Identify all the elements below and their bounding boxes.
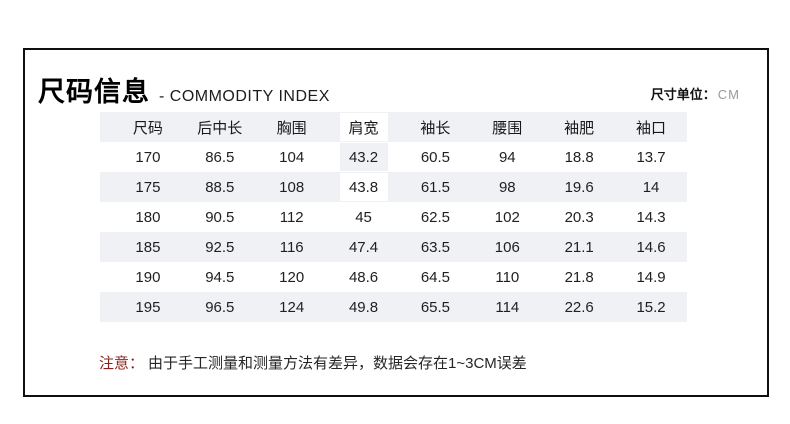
table-row: 190 94.5 120 48.6 64.5 110 21.8 14.9 xyxy=(100,262,687,292)
table-cell: 13.7 xyxy=(636,148,666,166)
highlight-box: 43.8 xyxy=(339,173,388,201)
table-cell: 21.1 xyxy=(564,238,594,256)
highlight-box: 肩宽 xyxy=(339,113,388,141)
table-cell: 96.5 xyxy=(205,298,235,316)
highlight-box: 43.2 xyxy=(339,143,388,171)
header-cell: 袖肥 xyxy=(564,119,595,137)
table-cell: 110 xyxy=(495,268,520,286)
table-cell: 86.5 xyxy=(205,148,235,166)
table-row: 180 90.5 112 45 62.5 102 20.3 14.3 xyxy=(100,202,687,232)
unit-value: CM xyxy=(717,87,740,102)
table-cell: 43.2 xyxy=(328,142,400,172)
note-label: 注意： xyxy=(99,355,145,372)
table-cell: 62.5 xyxy=(420,208,451,226)
table-cell: 112 xyxy=(279,208,304,226)
table-cell: 45 xyxy=(355,208,372,226)
table-cell: 14.6 xyxy=(636,238,666,256)
unit-indicator: 尺寸单位： CM xyxy=(651,84,740,103)
header-cell: 袖长 xyxy=(420,119,451,137)
table-cell: 60.5 xyxy=(420,148,451,166)
table-cell: 92.5 xyxy=(205,238,235,256)
table-cell: 14 xyxy=(642,178,660,196)
table-cell: 48.6 xyxy=(348,268,379,286)
table-cell: 18.8 xyxy=(564,148,594,166)
table-row: 175 88.5 108 43.8 61.5 98 19.6 14 xyxy=(100,172,687,202)
table-cell: 14.9 xyxy=(636,268,666,286)
table-cell: 170 xyxy=(135,148,161,166)
measurement-note: 注意： 由于手工测量和测量方法有差异，数据会存在1~3CM误差 xyxy=(99,352,527,373)
table-cell: 190 xyxy=(135,268,161,286)
table-cell: 102 xyxy=(494,208,520,226)
table-cell: 14.3 xyxy=(636,208,666,226)
table-cell: 15.2 xyxy=(636,298,666,316)
table-cell: 21.8 xyxy=(564,268,594,286)
header-cell: 胸围 xyxy=(276,119,307,137)
table-cell: 120 xyxy=(279,268,305,286)
table-cell: 61.5 xyxy=(420,178,451,196)
table-cell: 90.5 xyxy=(205,208,235,226)
table-cell: 94.5 xyxy=(205,268,235,286)
table-cell: 124 xyxy=(279,298,305,316)
header-cell: 肩宽 xyxy=(328,112,400,142)
header-cell: 袖口 xyxy=(636,119,667,137)
page-header: 尺码信息 - COMMODITY INDEX xyxy=(38,70,330,109)
table-cell: 64.5 xyxy=(420,268,451,286)
table-cell: 185 xyxy=(135,238,161,256)
page-subtitle: - COMMODITY INDEX xyxy=(159,88,330,105)
table-cell: 43.8 xyxy=(328,172,400,202)
table-cell: 98 xyxy=(498,178,516,196)
table-cell: 175 xyxy=(135,178,161,196)
table-cell: 195 xyxy=(135,298,161,316)
unit-label: 尺寸单位： xyxy=(650,87,716,102)
table-cell: 104 xyxy=(279,148,305,166)
size-table: 尺码 后中长 胸围 肩宽 袖长 腰围 袖肥 袖口 170 86.5 104 43.2 60.5 94 18.… xyxy=(100,112,687,322)
table-cell: 180 xyxy=(135,208,161,226)
table-cell: 49.8 xyxy=(348,298,379,316)
table-row: 170 86.5 104 43.2 60.5 94 18.8 13.7 xyxy=(100,142,687,172)
table-row: 195 96.5 124 49.8 65.5 114 22.6 15.2 xyxy=(100,292,687,322)
header-cell: 尺码 xyxy=(132,119,163,137)
header-cell: 后中长 xyxy=(197,119,243,137)
table-cell: 108 xyxy=(279,178,305,196)
table-cell: 22.6 xyxy=(564,298,594,316)
header-cell: 腰围 xyxy=(492,119,523,137)
table-cell: 88.5 xyxy=(205,178,235,196)
note-text: 由于手工测量和测量方法有差异，数据会存在1~3CM误差 xyxy=(148,355,527,372)
table-cell: 47.4 xyxy=(348,238,379,256)
table-cell: 94 xyxy=(498,148,516,166)
table-cell: 114 xyxy=(495,298,520,316)
table-cell: 63.5 xyxy=(420,238,451,256)
table-cell: 116 xyxy=(279,238,304,256)
table-cell: 19.6 xyxy=(564,178,594,196)
table-header-row: 尺码 后中长 胸围 肩宽 袖长 腰围 袖肥 袖口 xyxy=(100,112,687,142)
table-row: 185 92.5 116 47.4 63.5 106 21.1 14.6 xyxy=(100,232,687,262)
table-cell: 65.5 xyxy=(420,298,451,316)
table-cell: 106 xyxy=(494,238,520,256)
page-title: 尺码信息 xyxy=(38,77,150,107)
table-cell: 20.3 xyxy=(564,208,594,226)
